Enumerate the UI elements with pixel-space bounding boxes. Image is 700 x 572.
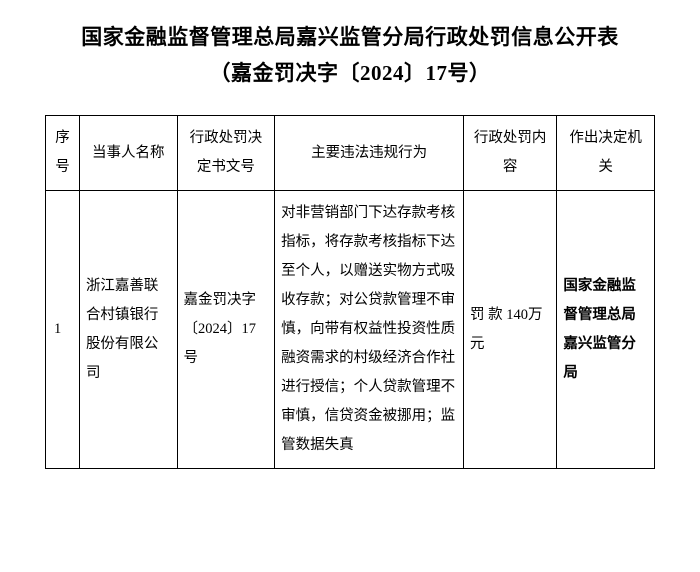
col-header-docno: 行政处罚决定书文号 — [177, 116, 275, 191]
col-header-seq: 序号 — [46, 116, 80, 191]
cell-seq: 1 — [46, 191, 80, 469]
cell-authority: 国家金融监督管理总局嘉兴监管分局 — [557, 191, 655, 469]
title-line-1: 国家金融监督管理总局嘉兴监管分局行政处罚信息公开表 — [81, 25, 619, 49]
page-title: 国家金融监督管理总局嘉兴监管分局行政处罚信息公开表 （嘉金罚决字〔2024〕17… — [45, 20, 655, 91]
cell-party: 浙江嘉善联合村镇银行股份有限公司 — [79, 191, 177, 469]
cell-docno: 嘉金罚决字〔2024〕17号 — [177, 191, 275, 469]
cell-penalty: 罚 款 140万元 — [464, 191, 557, 469]
col-header-authority: 作出决定机关 — [557, 116, 655, 191]
table-row: 1 浙江嘉善联合村镇银行股份有限公司 嘉金罚决字〔2024〕17号 对非营销部门… — [46, 191, 655, 469]
table-header-row: 序号 当事人名称 行政处罚决定书文号 主要违法违规行为 行政处罚内容 作出决定机… — [46, 116, 655, 191]
col-header-penalty: 行政处罚内容 — [464, 116, 557, 191]
cell-violation: 对非营销部门下达存款考核指标，将存款考核指标下达至个人，以赠送实物方式吸收存款；… — [275, 191, 464, 469]
penalty-table: 序号 当事人名称 行政处罚决定书文号 主要违法违规行为 行政处罚内容 作出决定机… — [45, 115, 655, 469]
col-header-violation: 主要违法违规行为 — [275, 116, 464, 191]
title-line-2: （嘉金罚决字〔2024〕17号） — [210, 61, 491, 85]
col-header-party: 当事人名称 — [79, 116, 177, 191]
